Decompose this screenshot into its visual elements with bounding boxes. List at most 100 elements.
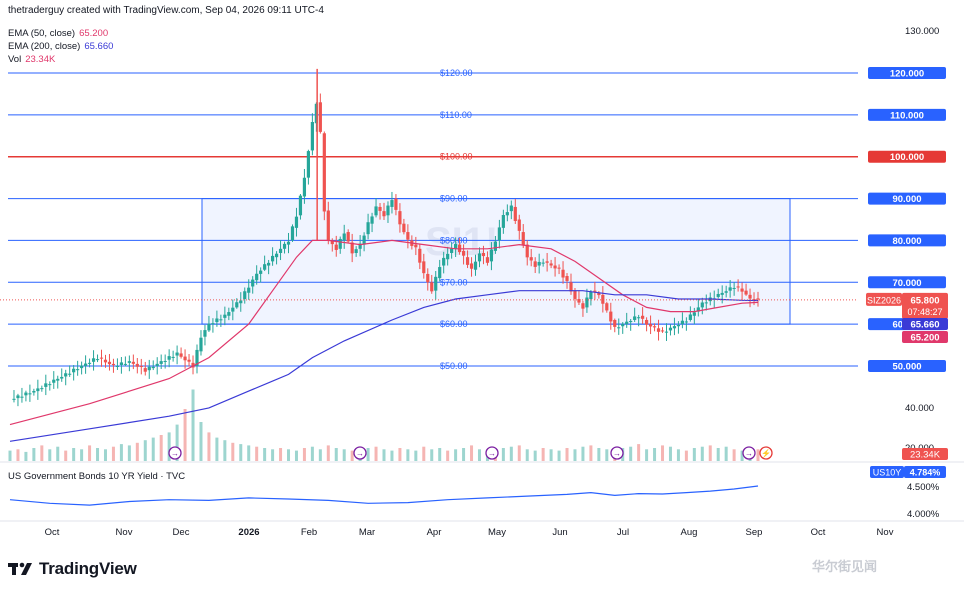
candle-body — [318, 102, 322, 132]
x-tick-Oct: Oct — [811, 527, 826, 538]
volume-bar — [366, 448, 370, 461]
volume-bar — [390, 450, 394, 461]
volume-bar — [342, 449, 346, 461]
candle-body — [740, 288, 744, 292]
legend-ema200[interactable]: EMA (200, close) 65.660 — [8, 40, 113, 53]
candle-body — [139, 366, 143, 367]
candle-body — [593, 290, 597, 292]
volume-bar — [183, 409, 187, 461]
indicator-legend: EMA (50, close) 65.200 EMA (200, close) 65… — [8, 27, 113, 66]
volume-bar — [708, 445, 712, 461]
volume-bar — [119, 444, 123, 461]
candle-body — [326, 210, 330, 241]
volume-bar — [422, 446, 426, 461]
candle-body — [95, 359, 100, 361]
volume-bar — [40, 445, 44, 461]
candle-body — [171, 356, 175, 358]
us10y-value-badge — [904, 466, 946, 478]
candle-body — [183, 356, 187, 361]
candle-body — [334, 244, 338, 250]
candle-body — [541, 262, 545, 264]
candle-body — [155, 363, 159, 366]
volume-bar — [103, 449, 107, 461]
candle-body — [314, 103, 318, 124]
candle-body — [422, 261, 426, 274]
candle-body — [752, 299, 756, 301]
candle-body — [601, 294, 605, 304]
volume-bar — [430, 449, 434, 461]
candle-body — [267, 262, 271, 266]
ema200-badge — [902, 318, 948, 330]
candle-body — [442, 257, 446, 266]
event-marker[interactable] — [610, 446, 624, 460]
candle-body — [613, 319, 617, 327]
candle-body — [736, 286, 740, 288]
candle-body — [123, 363, 127, 365]
us10y-pane-title: US Government Bonds 10 YR Yield · TVC — [8, 471, 186, 482]
hline-label-110: $110.00 — [440, 110, 472, 120]
candle-body — [342, 233, 346, 241]
candle-body — [438, 267, 442, 279]
volume-bar — [446, 450, 450, 461]
candle-body — [270, 255, 275, 262]
candle-body — [557, 267, 561, 269]
candle-body — [517, 219, 521, 231]
event-marker[interactable] — [742, 446, 756, 460]
volume-bar — [167, 432, 171, 461]
candle-body — [48, 384, 52, 386]
candle-body — [282, 243, 287, 249]
legend-vol[interactable]: Vol 23.34K — [8, 53, 113, 66]
candle-body — [60, 376, 64, 379]
candle-body — [151, 366, 155, 369]
hline-label-80: $80.00 — [440, 235, 468, 245]
x-tick-Feb: Feb — [301, 527, 317, 538]
candle-body — [44, 383, 48, 387]
event-marker[interactable] — [168, 446, 182, 460]
candle-body — [310, 122, 314, 151]
candle-body — [386, 205, 390, 216]
event-marker-icon: → — [171, 449, 179, 458]
event-marker[interactable] — [353, 446, 367, 460]
tradingview-logo[interactable]: TradingView — [8, 559, 137, 579]
axis-badge-text-70: 70.000 — [892, 278, 921, 289]
us10y-value-text: 4.784% — [910, 468, 941, 478]
candle-body — [87, 362, 92, 364]
candle-body — [115, 366, 120, 367]
volume-bar — [477, 449, 481, 461]
candle-body — [641, 315, 645, 319]
candle-body — [446, 253, 450, 260]
candle-body — [509, 205, 513, 212]
volume-bar — [247, 445, 251, 461]
x-tick-Oct: Oct — [45, 527, 60, 538]
candle-body — [199, 337, 203, 352]
x-tick-Sep: Sep — [746, 527, 763, 538]
candle-body — [366, 222, 370, 235]
event-marker-icon: → — [356, 449, 364, 458]
ema50-badge — [902, 331, 948, 343]
candle-body — [664, 331, 669, 333]
legend-ema50[interactable]: EMA (50, close) 65.200 — [8, 27, 113, 40]
candle-body — [581, 303, 585, 309]
candle-body — [263, 264, 267, 270]
volume-bar — [271, 449, 275, 461]
candle-body — [513, 206, 517, 221]
volume-bar — [676, 449, 680, 461]
event-marker[interactable] — [759, 446, 773, 460]
event-marker-icon: → — [613, 449, 621, 458]
volume-bar — [111, 446, 115, 461]
axis-badge-110 — [868, 108, 946, 121]
candle-body — [354, 249, 358, 253]
candle-body — [621, 323, 625, 327]
candle-body — [251, 279, 255, 287]
volume-bar — [24, 451, 28, 461]
chart-header: thetraderguy created with TradingView.co… — [8, 5, 324, 16]
volume-bar — [215, 437, 219, 461]
candle-body — [278, 248, 283, 253]
event-marker[interactable] — [485, 446, 499, 460]
symbol-badge-text: SIZ2026 — [867, 295, 901, 305]
candle-body — [274, 253, 279, 258]
volume-bar — [597, 448, 601, 461]
candle-body — [40, 388, 44, 390]
volume-bar — [629, 446, 633, 461]
